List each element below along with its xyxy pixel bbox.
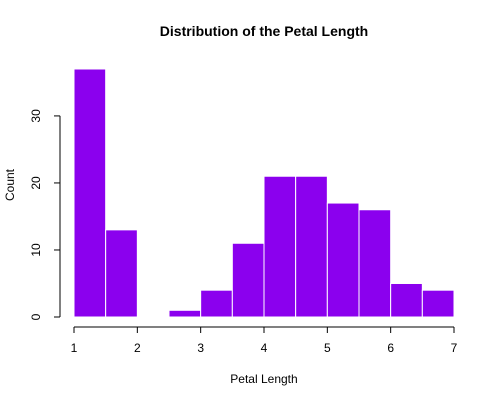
x-tick-label: 7 bbox=[451, 341, 458, 355]
histogram-bar bbox=[105, 229, 138, 318]
y-axis: 0 10 20 30 bbox=[29, 109, 61, 320]
bars-group bbox=[73, 68, 455, 318]
x-tick-label: 6 bbox=[387, 341, 394, 355]
x-tick-label: 3 bbox=[197, 341, 204, 355]
chart-title: Distribution of the Petal Length bbox=[160, 23, 368, 39]
x-axis-label: Petal Length bbox=[230, 372, 297, 386]
histogram-bar bbox=[168, 309, 202, 318]
histogram-bar bbox=[390, 282, 423, 318]
y-axis-label: Count bbox=[3, 168, 17, 201]
histogram-bar bbox=[326, 202, 360, 318]
y-tick-label: 30 bbox=[29, 109, 43, 123]
histogram-bar bbox=[358, 209, 392, 318]
x-tick-label: 4 bbox=[261, 341, 268, 355]
x-axis: 1 2 3 4 5 6 7 bbox=[71, 326, 458, 355]
histogram-bar bbox=[295, 175, 328, 318]
y-tick-label: 0 bbox=[29, 313, 43, 320]
histogram-bar bbox=[73, 68, 107, 318]
x-tick-label: 2 bbox=[134, 341, 141, 355]
histogram-bar bbox=[231, 242, 265, 318]
histogram-bar bbox=[421, 289, 455, 318]
x-tick-label: 5 bbox=[324, 341, 331, 355]
histogram-bar bbox=[263, 175, 297, 318]
x-tick-label: 1 bbox=[71, 341, 78, 355]
histogram-bar bbox=[200, 289, 233, 318]
y-tick-label: 10 bbox=[29, 243, 43, 257]
y-tick-label: 20 bbox=[29, 176, 43, 190]
